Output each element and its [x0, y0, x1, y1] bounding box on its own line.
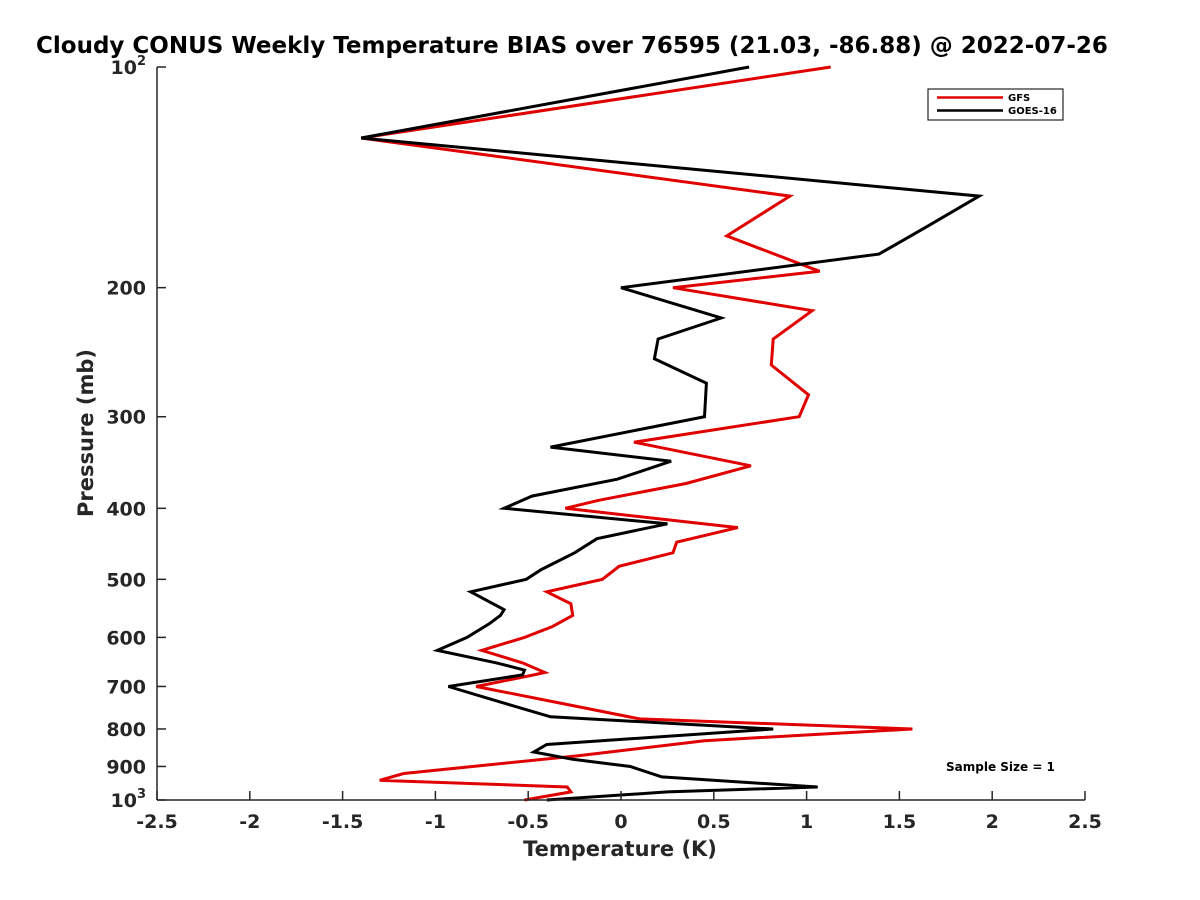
x-tick-label: 1: [800, 811, 813, 833]
legend-label-goes16: GOES-16: [1008, 106, 1057, 117]
x-tick-label: 0.5: [697, 811, 731, 833]
legend-label-gfs: GFS: [1008, 93, 1030, 104]
x-tick-label: 2.5: [1068, 811, 1102, 833]
y-tick-label: 300: [106, 407, 146, 429]
legend-box: [927, 88, 1064, 121]
x-axis-ticks: -2.5 -2 -1.5 -1 -0.5 0 0.5 1 1.5 2 2.5: [136, 791, 1102, 833]
y-axis-label: Pressure (mb): [74, 349, 98, 517]
x-axis-label: Temperature (K): [523, 837, 717, 861]
x-tick-label: 1.5: [883, 811, 917, 833]
x-tick-label: -1.5: [322, 811, 364, 833]
y-tick-label: 700: [106, 676, 146, 698]
x-tick-label: 0: [614, 811, 627, 833]
x-tick-label: -1: [425, 811, 446, 833]
series-line-goes16: [360, 65, 984, 802]
y-tick-label: 600: [106, 627, 146, 649]
legend: GFS GOES-16: [927, 88, 1064, 121]
chart-title: Cloudy CONUS Weekly Temperature BIAS ove…: [36, 33, 1108, 59]
series-line-gfs: [360, 65, 913, 802]
y-tick-label: 200: [106, 278, 146, 300]
y-tick-label: 900: [106, 756, 146, 778]
y-tick-label: 500: [106, 569, 146, 591]
x-tick-label: -2.5: [136, 811, 178, 833]
plot-lines: [360, 65, 984, 802]
sample-size-annotation: Sample Size = 1: [946, 760, 1055, 774]
y-tick-label: 400: [106, 498, 146, 520]
x-tick-label: -0.5: [507, 811, 549, 833]
y-tick-label: 800: [106, 719, 146, 741]
y-tick-label: 103: [111, 787, 147, 812]
y-tick-label: 102: [111, 54, 147, 79]
x-tick-label: 2: [986, 811, 999, 833]
y-axis-ticks: 102 200 300 400 500 600 700 800 900 103: [106, 54, 166, 812]
x-tick-label: -2: [239, 811, 260, 833]
